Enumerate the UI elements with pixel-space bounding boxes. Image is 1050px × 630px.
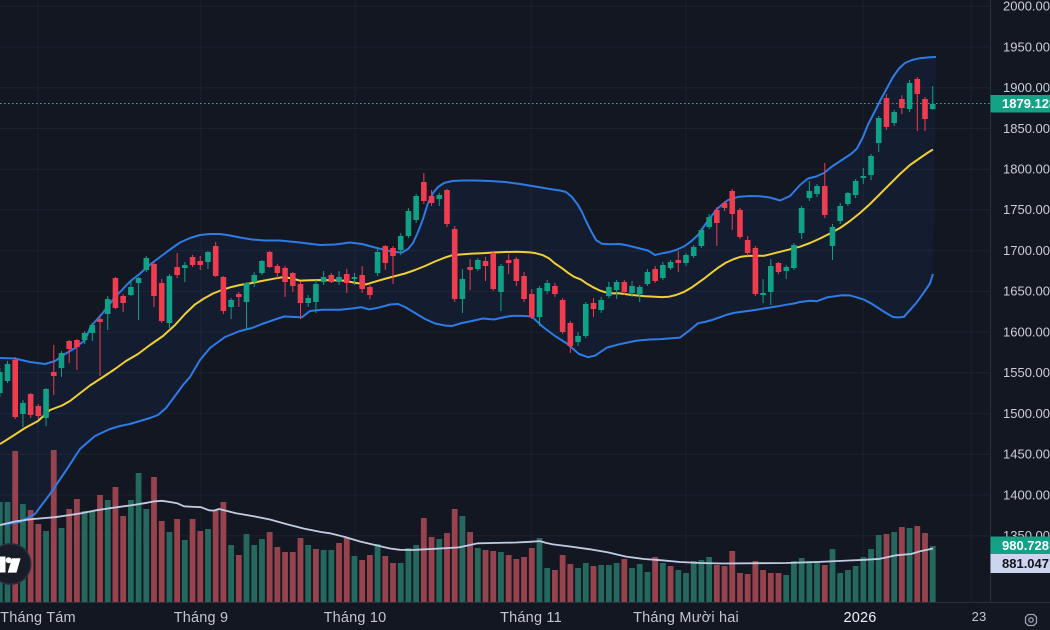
svg-text:980.728: 980.728 — [1002, 538, 1049, 553]
svg-text:23: 23 — [972, 609, 987, 624]
svg-text:1800.00: 1800.00 — [1003, 162, 1050, 177]
svg-text:Tháng 11: Tháng 11 — [500, 610, 562, 626]
svg-text:1450.00: 1450.00 — [1003, 447, 1050, 462]
svg-text:1850.00: 1850.00 — [1003, 121, 1050, 136]
svg-text:1550.00: 1550.00 — [1003, 365, 1050, 380]
svg-text:2026: 2026 — [843, 610, 876, 626]
svg-text:Tháng 10: Tháng 10 — [324, 610, 387, 626]
svg-text:1879.128: 1879.128 — [1002, 96, 1050, 111]
svg-text:2000.00: 2000.00 — [1003, 0, 1050, 14]
svg-text:1400.00: 1400.00 — [1003, 487, 1050, 502]
svg-text:Tháng 9: Tháng 9 — [174, 610, 229, 626]
svg-text:1650.00: 1650.00 — [1003, 284, 1050, 299]
svg-text:Tháng Tám: Tháng Tám — [0, 610, 76, 626]
svg-text:1750.00: 1750.00 — [1003, 202, 1050, 217]
svg-text:1900.00: 1900.00 — [1003, 80, 1050, 95]
svg-text:1500.00: 1500.00 — [1003, 406, 1050, 421]
svg-text:1600.00: 1600.00 — [1003, 324, 1050, 339]
svg-text:1700.00: 1700.00 — [1003, 243, 1050, 258]
svg-text:1950.00: 1950.00 — [1003, 39, 1050, 54]
svg-text:881.047: 881.047 — [1002, 556, 1049, 571]
svg-text:Tháng Mười hai: Tháng Mười hai — [633, 610, 739, 626]
